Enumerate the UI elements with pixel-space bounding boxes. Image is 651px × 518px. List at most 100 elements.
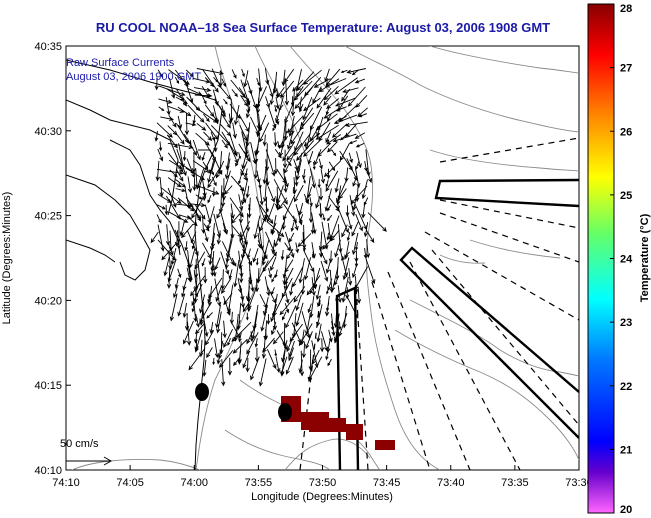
current-vector: [188, 248, 196, 269]
current-vector: [268, 267, 273, 279]
current-vector: [288, 347, 295, 362]
current-vector: [273, 132, 278, 148]
current-vector: [365, 168, 373, 184]
current-vector: [295, 242, 300, 254]
current-vector: [192, 139, 201, 161]
current-vector: [194, 338, 199, 352]
current-vector: [307, 151, 314, 165]
current-vector: [294, 184, 304, 203]
current-vector: [322, 213, 326, 221]
current-vector: [210, 168, 215, 176]
current-vector: [315, 113, 338, 131]
current-vector: [192, 178, 197, 192]
current-vector: [227, 357, 233, 376]
current-vector: [327, 358, 332, 367]
current-vector: [177, 268, 182, 279]
current-vector: [158, 106, 165, 112]
current-vector: [350, 185, 368, 205]
current-vector: [290, 124, 305, 145]
current-vector: [196, 123, 207, 131]
current-vector: [193, 87, 212, 93]
current-vector: [184, 241, 188, 252]
current-vector: [154, 77, 159, 91]
current-vector: [340, 69, 348, 74]
current-vector: [241, 68, 245, 78]
current-vector: [201, 258, 206, 267]
current-vector: [292, 266, 304, 288]
current-vector: [158, 98, 173, 104]
y-tick-label: 40:25: [34, 211, 62, 223]
current-vector: [348, 268, 353, 286]
current-vector: [185, 69, 194, 78]
current-vector: [216, 230, 221, 245]
current-vector: [186, 215, 198, 227]
current-vector: [262, 168, 267, 185]
current-vector: [278, 140, 284, 150]
current-vector: [317, 179, 321, 189]
current-vector: [227, 337, 231, 346]
current-vector: [316, 87, 332, 109]
current-vector: [232, 338, 248, 354]
current-vector: [341, 224, 348, 238]
current-vector: [351, 221, 359, 237]
current-vector: [307, 186, 313, 199]
current-vector: [309, 168, 316, 189]
current-vector: [347, 86, 366, 107]
current-vector: [271, 287, 275, 296]
current-vector: [186, 158, 196, 179]
current-vector: [261, 338, 266, 359]
current-vector: [330, 229, 340, 242]
current-vector: [157, 224, 165, 252]
current-vector: [330, 313, 336, 337]
current-vector: [300, 329, 305, 346]
colorbar-tick-label: 27: [620, 63, 632, 75]
current-vector: [259, 122, 270, 143]
current-vector: [293, 286, 306, 303]
legend-line-2: August 03, 2006 1900 GMT: [66, 71, 201, 83]
current-vector: [168, 250, 173, 270]
current-vector: [182, 277, 188, 291]
y-tick-label: 40:20: [34, 295, 62, 307]
current-vector: [190, 231, 197, 244]
current-vector: [303, 194, 309, 205]
current-vector: [262, 134, 267, 147]
current-vector: [276, 115, 280, 126]
current-vector: [332, 133, 357, 143]
current-vector: [215, 304, 221, 329]
current-vector: [315, 124, 339, 140]
current-vector: [231, 69, 237, 79]
current-vector: [363, 222, 369, 238]
current-vector: [168, 114, 177, 128]
current-vector: [283, 285, 290, 304]
x-tick-label: 73:45: [373, 477, 401, 489]
current-vector: [330, 320, 335, 331]
current-vector: [270, 321, 277, 336]
current-vector: [264, 276, 271, 297]
current-vector: [228, 113, 233, 125]
current-vector: [245, 213, 251, 232]
current-vector: [356, 151, 362, 169]
current-vector: [285, 305, 297, 329]
current-vector: [303, 97, 321, 112]
current-vector: [354, 132, 366, 139]
current-vector: [241, 149, 248, 170]
current-vector: [295, 159, 302, 181]
y-tick-label: 40:10: [34, 465, 62, 477]
colorbar: [587, 3, 615, 514]
current-vector: [290, 222, 295, 233]
y-axis-label: Latitude (Degrees:Minutes): [1, 192, 13, 325]
current-vector: [286, 332, 296, 353]
sst-warm-patch: [281, 396, 395, 450]
current-vector: [161, 242, 177, 261]
current-vector: [215, 160, 225, 179]
current-vector: [286, 142, 303, 161]
y-tick-label: 40:15: [34, 380, 62, 392]
current-vector: [335, 293, 341, 301]
current-vector: [233, 104, 240, 126]
current-vector: [276, 87, 285, 98]
radar-baselines: [335, 178, 579, 470]
x-tick-label: 73:35: [501, 477, 529, 489]
current-vector: [283, 168, 288, 194]
current-vector: [293, 159, 299, 171]
current-vector: [308, 356, 323, 382]
